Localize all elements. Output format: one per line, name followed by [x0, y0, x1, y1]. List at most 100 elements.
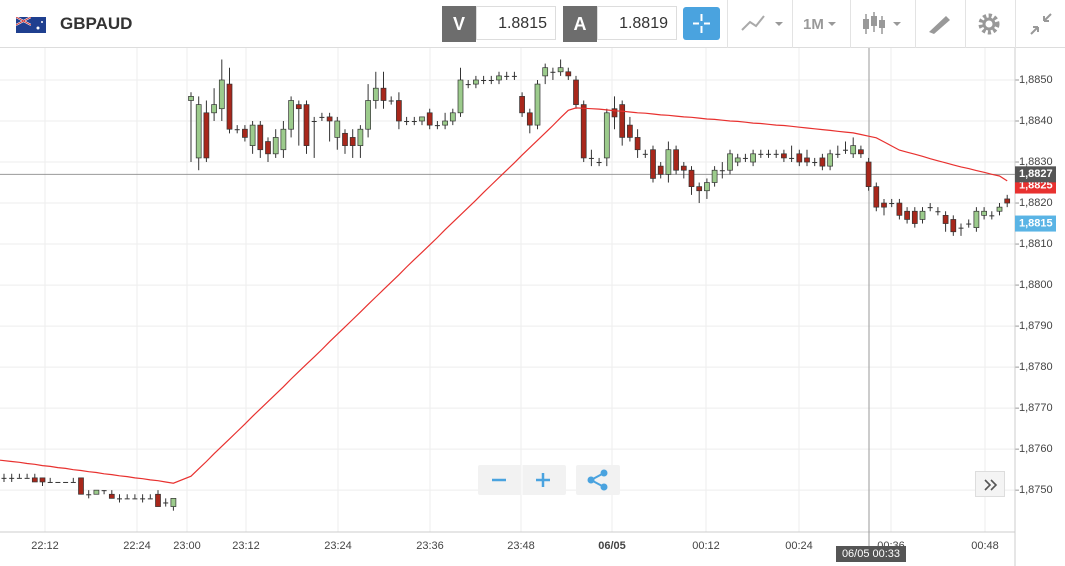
flag: [16, 17, 46, 33]
candle-body: [1, 477, 7, 479]
x-tick-label: 23:12: [232, 540, 260, 552]
candle-body: [942, 214, 949, 224]
candle-body: [542, 67, 549, 77]
candle-body: [742, 157, 748, 159]
crosshair-price-label-box: [1015, 166, 1056, 183]
draw-button[interactable]: [926, 12, 952, 36]
candle-body: [365, 100, 371, 130]
candle-body: [835, 153, 841, 155]
candle-body: [426, 112, 433, 126]
candle-body: [904, 210, 910, 220]
candle-body: [388, 100, 394, 102]
candle-body: [249, 124, 256, 146]
toolbar: GBPAUD V 1.8815 A 1.8819 1M: [0, 0, 1065, 48]
candle-body: [873, 186, 880, 208]
candle-body: [657, 165, 664, 175]
candle-body: [380, 87, 387, 101]
zoom-in[interactable]: [536, 473, 550, 487]
candle-body: [457, 79, 464, 114]
candle-body: [1004, 198, 1011, 204]
candle-body: [673, 149, 679, 171]
candle-body: [889, 203, 895, 205]
share-button[interactable]: [576, 465, 620, 495]
candle-body: [140, 498, 146, 500]
candle-body: [711, 169, 718, 183]
crosshair-button[interactable]: [683, 7, 720, 40]
candle-body: [265, 141, 271, 155]
candle-body: [504, 75, 510, 77]
candle-body: [781, 153, 787, 159]
y-tick-label: 1,8750: [1019, 484, 1053, 496]
candle-body: [665, 149, 672, 175]
crosshair-time-label: 06/05 00:33: [842, 548, 900, 560]
candle-body: [419, 116, 425, 122]
candle-body: [334, 120, 341, 138]
last-price-label-box: [1015, 215, 1056, 232]
settings-button[interactable]: [977, 12, 1003, 36]
candle-body: [627, 124, 633, 138]
candle-body: [819, 157, 826, 167]
candle-body: [919, 210, 926, 220]
candle-body: [789, 157, 795, 159]
candle-body: [642, 153, 648, 155]
candle-body: [680, 165, 687, 171]
candle-body: [734, 157, 741, 163]
candle-body: [203, 112, 210, 159]
candle-body: [70, 481, 76, 483]
candle-body: [396, 100, 402, 122]
candle-body: [511, 75, 517, 77]
candle-body: [580, 104, 587, 159]
candle-body: [101, 490, 107, 492]
ask-price: 1.8819: [597, 6, 677, 40]
x-tick-label: 23:00: [173, 540, 201, 552]
candle-body: [796, 153, 803, 163]
candle-body: [989, 215, 995, 217]
candle-body: [696, 186, 703, 192]
candle-body: [311, 121, 317, 123]
candle-body: [927, 207, 933, 209]
candle-body: [280, 128, 287, 151]
candle-body: [519, 96, 525, 114]
candle-body: [727, 153, 733, 171]
candle-body: [342, 132, 348, 146]
candle-body: [804, 157, 810, 163]
ask-tag: A: [563, 6, 597, 42]
y-tick-label: 1,8770: [1019, 402, 1053, 414]
candle-body: [124, 498, 130, 500]
candle-body: [349, 137, 356, 146]
candle-body: [619, 104, 626, 138]
candle-body: [86, 494, 92, 496]
candle-body: [958, 227, 964, 229]
candle-body: [603, 112, 610, 159]
candle-body: [163, 502, 169, 504]
moving-average: [0, 107, 1008, 484]
candle-body: [63, 481, 69, 483]
y-tick-label: 1,8760: [1019, 443, 1053, 455]
x-tick-label: 00:12: [692, 540, 720, 552]
candle-body: [147, 498, 153, 500]
candle-body: [526, 112, 533, 126]
x-tick-label: 22:24: [123, 540, 151, 552]
candle-body: [750, 153, 756, 163]
collapse-button[interactable]: [1028, 11, 1054, 37]
y-tick-label: 1,8840: [1019, 115, 1053, 127]
candle-body: [226, 83, 233, 130]
candle-body: [449, 112, 456, 122]
candle-body: [981, 210, 987, 216]
candle-body: [911, 210, 918, 224]
candle-body: [565, 71, 572, 77]
candle-body: [481, 79, 487, 81]
candle-body: [117, 498, 122, 500]
candle-body: [766, 153, 771, 155]
candle-body: [55, 481, 61, 483]
timeframe[interactable]: 1M: [803, 16, 824, 33]
chart-type-button[interactable]: [860, 10, 910, 38]
indicator-button[interactable]: [740, 12, 785, 36]
scroll-end-button[interactable]: [975, 471, 1005, 497]
candle-body: [843, 149, 848, 151]
candle-body: [704, 182, 710, 192]
candle-body: [211, 104, 217, 114]
candle-body: [850, 145, 857, 155]
